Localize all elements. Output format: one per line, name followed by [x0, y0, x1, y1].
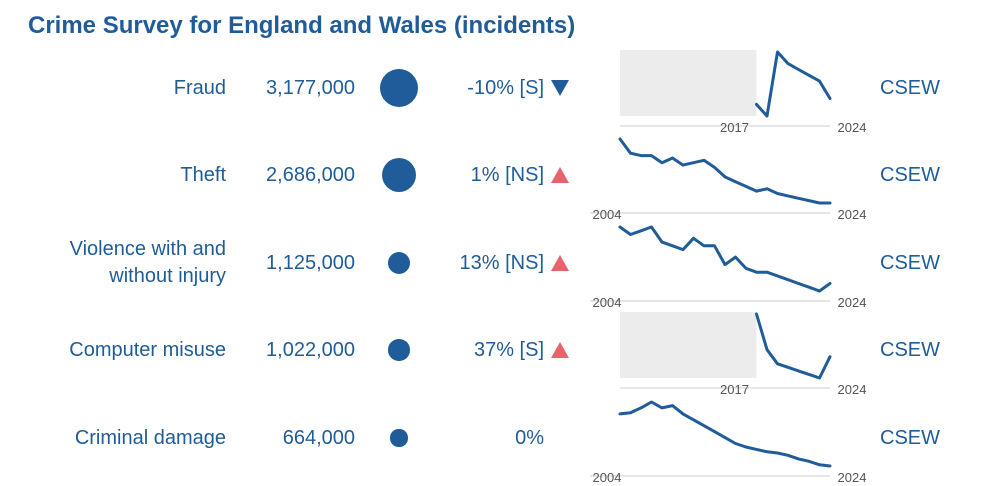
incident-count: 1,125,000	[266, 251, 355, 274]
table-row: Violence with and without injury 1,125,00…	[0, 219, 1000, 307]
x-tick-label-start: 2004	[593, 207, 622, 219]
x-tick-label-start: 2017	[720, 120, 749, 132]
source-label: CSEW	[880, 338, 940, 361]
series-line	[618, 400, 832, 468]
count-bubble	[380, 69, 418, 107]
series-line	[755, 312, 832, 380]
source-label: CSEW	[880, 251, 940, 274]
crime-type-label: Fraud	[173, 76, 226, 99]
incident-count: 1,022,000	[266, 338, 355, 361]
triangle-up-icon	[551, 167, 569, 183]
percent-change: 0%	[424, 394, 544, 482]
chart-title: Crime Survey for England and Wales (inci…	[28, 12, 576, 39]
sparkline: 2017 2024	[620, 312, 867, 394]
x-tick-label-end: 2024	[838, 295, 867, 307]
percent-change: 13% [NS]	[424, 219, 544, 307]
count-bubble	[388, 339, 410, 361]
incident-count: 2,686,000	[266, 163, 355, 186]
sparkline: 2004 2024	[590, 137, 867, 219]
change-value: 1%	[470, 163, 500, 186]
sparkline: 2004 2024	[590, 400, 867, 482]
x-tick-label-start: 2004	[593, 470, 622, 482]
change-value: 13%	[459, 251, 500, 274]
source-label: CSEW	[880, 76, 940, 99]
significance-flag: [S]	[513, 338, 544, 361]
change-value: 0%	[515, 426, 544, 449]
count-bubble	[381, 157, 417, 193]
percent-change: 37% [S]	[424, 306, 544, 394]
percent-change: 1% [NS]	[424, 131, 544, 219]
no-data-shade	[620, 312, 757, 378]
count-bubble	[390, 429, 408, 447]
x-tick-label-end: 2024	[838, 470, 867, 482]
x-tick-label-start: 2004	[593, 295, 622, 307]
x-tick-label-end: 2024	[838, 382, 867, 394]
triangle-up-icon	[551, 342, 569, 358]
series-line	[618, 225, 832, 293]
triangle-down-icon	[551, 80, 569, 96]
crime-type-label: Violence with and without injury	[69, 238, 226, 287]
source-label: CSEW	[880, 163, 940, 186]
table-row: Computer misuse 1,022,000 37% [S] 2017 2024 C…	[0, 306, 1000, 394]
change-value: -10%	[467, 76, 514, 99]
significance-flag: [S]	[513, 76, 544, 99]
percent-change: -10% [S]	[424, 44, 544, 132]
table-row: Fraud 3,177,000 -10% [S] 2017 2024 CSEW	[0, 44, 1000, 132]
incident-count: 3,177,000	[266, 76, 355, 99]
significance-flag: [NS]	[499, 251, 544, 274]
source-label: CSEW	[880, 426, 940, 449]
triangle-up-icon	[551, 255, 569, 271]
crime-type-label: Criminal damage	[74, 426, 226, 449]
sparkline: 2017 2024	[620, 50, 867, 132]
x-tick-label-end: 2024	[838, 207, 867, 219]
change-value: 37%	[473, 338, 514, 361]
series-line	[755, 50, 832, 118]
significance-flag: [NS]	[499, 163, 544, 186]
x-tick-label-end: 2024	[838, 120, 867, 132]
crime-type-label: Computer misuse	[69, 338, 226, 361]
crime-type-label: Theft	[180, 163, 226, 186]
table-row: Criminal damage 664,000 0% 2004 2024 CSEW	[0, 394, 1000, 482]
table-row: Theft 2,686,000 1% [NS] 2004 2024 CSEW	[0, 131, 1000, 219]
no-data-shade	[620, 50, 757, 116]
sparkline: 2004 2024	[590, 225, 867, 307]
incident-count: 664,000	[282, 426, 355, 449]
x-tick-label-start: 2017	[720, 382, 749, 394]
count-bubble	[387, 251, 411, 275]
series-line	[618, 137, 832, 205]
